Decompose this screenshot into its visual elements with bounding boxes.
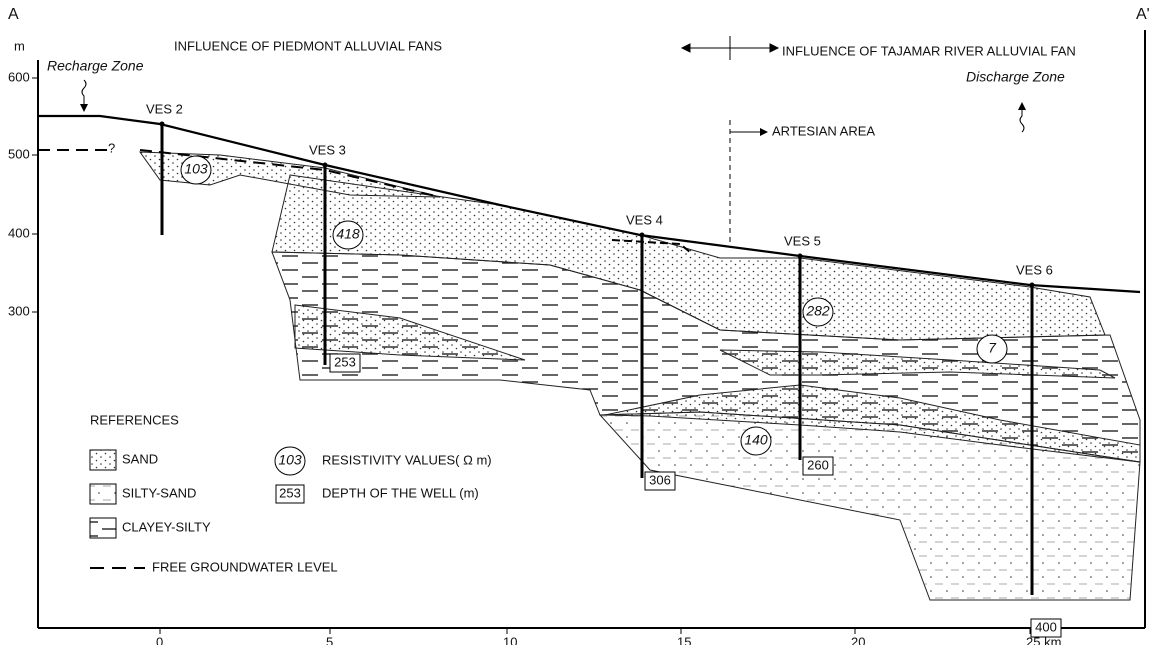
influence: INFLUENCE OF TAJAMAR RIVER ALLUVIAL FAN [782,43,1076,58]
unknown-mark: ? [108,140,115,155]
section-label: A' [1136,6,1150,23]
y-tick-label: 500 [8,146,30,161]
legend-item: RESISTIVITY VALUES( Ω m) [322,452,492,467]
x-tick-label: 15 [677,634,691,645]
x-tick-label: 0 [156,634,163,645]
influence-arrow [682,36,778,60]
legend-sample: 253 [279,485,301,500]
well-head [323,163,328,168]
y-tick-label: 300 [8,303,30,318]
y-tick-label: 400 [8,225,30,240]
well-head [640,233,645,238]
x-tick-label: 5 [326,634,333,645]
influence: INFLUENCE OF PIEDMONT ALLUVIAL FANS [174,38,442,53]
legend-title: REFERENCES [90,412,179,427]
zone: Recharge Zone [47,58,144,74]
y-tick-label: 600 [8,69,30,84]
legend: REFERENCES SAND SILTY-SAND CLAYEY-SILTY … [90,412,492,574]
well-head [798,254,803,259]
legend-item: SILTY-SAND [122,485,196,500]
legend-item: DEPTH OF THE WELL (m) [322,485,479,500]
well-label: VES 4 [626,212,663,227]
arrow-head [80,104,88,112]
resistivity-label: 140 [744,432,768,448]
well-label: VES 6 [1016,262,1053,277]
depth-label: 400 [1035,619,1057,634]
recharge-arrow [82,80,86,104]
well-head [1030,283,1035,288]
arrow-head [760,128,768,136]
legend-swatch [90,518,116,538]
well-label: VES 2 [146,101,183,116]
legend-item: FREE GROUNDWATER LEVEL [152,559,338,574]
legend-sample: 103 [278,452,302,468]
zone: Discharge Zone [966,69,1065,85]
x-tick-label: 20 [851,634,865,645]
well-head [160,122,165,127]
well-label: VES 3 [309,142,346,157]
well-label: VES 5 [784,233,821,248]
section-label: A [8,6,19,23]
resistivity-label: 418 [336,226,360,242]
x-tick-label: 10 [503,634,517,645]
resistivity-label: 103 [184,161,208,177]
legend-swatch [90,484,116,504]
resistivity-label: 7 [988,340,997,356]
legend-item: SAND [122,451,158,466]
depth-label: 306 [649,472,671,487]
y-unit: m [14,38,25,53]
depth-label: 260 [807,457,829,472]
depth-label: 253 [334,354,356,369]
cross-section: A A' INFLUENCE OF PIEDMONT ALLUVIAL FANS… [0,0,1160,645]
discharge-arrow [1020,108,1024,132]
artesian-label: ARTESIAN AREA [772,123,875,138]
legend-item: CLAYEY-SILTY [122,519,211,534]
arrow-head [1018,102,1026,110]
resistivity-label: 282 [805,303,830,319]
legend-swatch [90,450,116,470]
